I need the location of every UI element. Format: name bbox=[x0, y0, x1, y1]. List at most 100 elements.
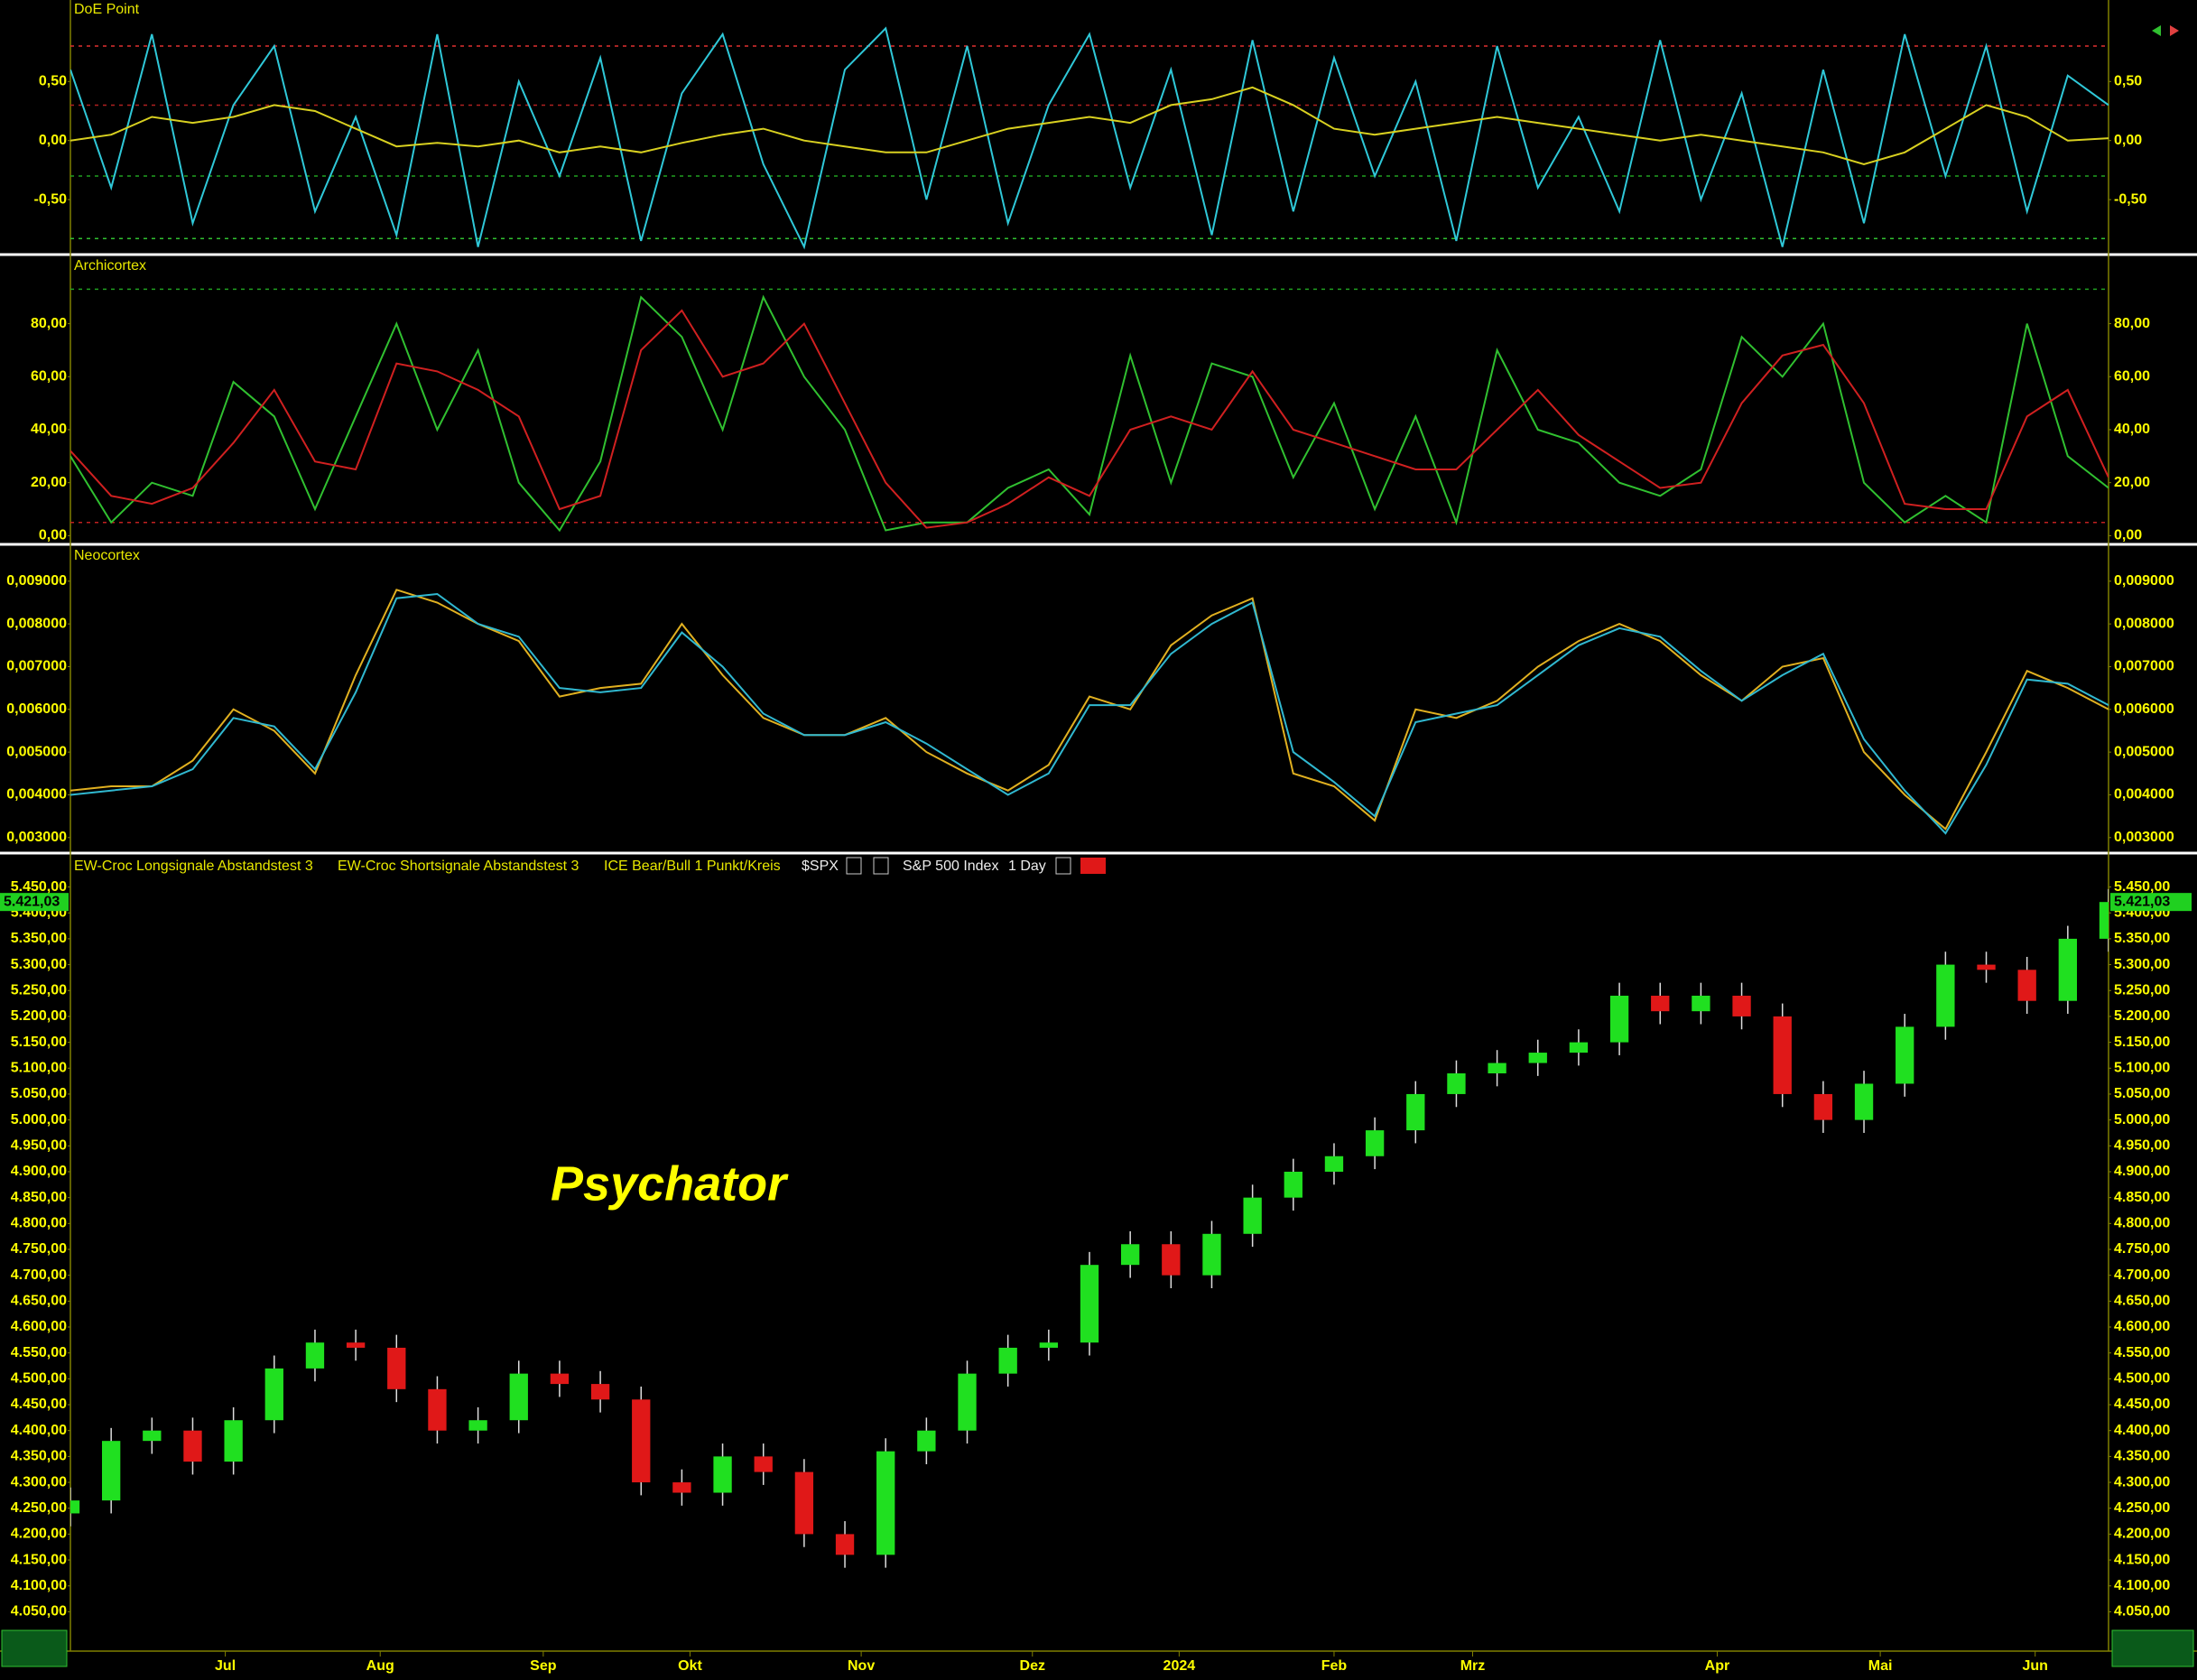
y-tick-label: 0,007000 bbox=[2114, 659, 2174, 674]
symbol: $SPX bbox=[802, 859, 839, 874]
y-tick-label: 4.150,00 bbox=[11, 1552, 67, 1567]
interval: 1 Day bbox=[1008, 859, 1046, 874]
x-tick-label: Apr bbox=[1705, 1658, 1730, 1674]
y-tick-label: -0,50 bbox=[2114, 191, 2147, 207]
series-line bbox=[70, 589, 2109, 831]
y-tick-label: 4.350,00 bbox=[11, 1449, 67, 1464]
y-tick-label: 0,50 bbox=[2114, 73, 2142, 88]
y-tick-label: 5.200,00 bbox=[2114, 1008, 2170, 1024]
y-tick-label: 5.100,00 bbox=[2114, 1060, 2170, 1075]
y-tick-label: 0,00 bbox=[2114, 528, 2142, 543]
y-tick-label: 0,50 bbox=[39, 73, 67, 88]
series-line bbox=[70, 309, 2109, 529]
candle-body bbox=[1243, 1197, 1262, 1234]
candle-body bbox=[387, 1347, 406, 1389]
y-tick-label: 4.900,00 bbox=[11, 1164, 67, 1179]
y-tick-label: 60,00 bbox=[2114, 368, 2150, 384]
y-tick-label: 5.050,00 bbox=[11, 1086, 67, 1101]
candle-body bbox=[998, 1347, 1017, 1374]
panel-plot bbox=[70, 888, 2109, 1568]
y-tick-label: 40,00 bbox=[2114, 422, 2150, 437]
dropdown[interactable] bbox=[846, 857, 862, 875]
y-tick-label: 60,00 bbox=[31, 368, 67, 384]
panel-title: Archicortex bbox=[74, 258, 146, 274]
y-tick-label: 4.950,00 bbox=[11, 1138, 67, 1154]
candle-body bbox=[1202, 1233, 1221, 1276]
series-line bbox=[70, 26, 2109, 250]
y-tick-label: 4.250,00 bbox=[2114, 1500, 2170, 1516]
candle-body bbox=[468, 1420, 487, 1431]
y-tick-label: 4.950,00 bbox=[2114, 1138, 2170, 1154]
candle-body bbox=[958, 1373, 977, 1431]
y-tick-label: 0,006000 bbox=[2114, 701, 2174, 717]
y-tick-label: 5.450,00 bbox=[2114, 879, 2170, 895]
watermark: Psychator bbox=[551, 1156, 789, 1211]
last-price-box bbox=[0, 893, 69, 912]
candle-body bbox=[672, 1482, 691, 1493]
y-tick-label: 5.000,00 bbox=[2114, 1112, 2170, 1128]
x-tick-label: Aug bbox=[366, 1658, 394, 1674]
y-tick-label: 4.100,00 bbox=[11, 1578, 67, 1593]
y-tick-label: 5.050,00 bbox=[2114, 1086, 2170, 1101]
candle-body bbox=[1528, 1053, 1547, 1063]
candle-body bbox=[835, 1534, 855, 1555]
candle-body bbox=[1977, 964, 1996, 970]
y-tick-label: 0,003000 bbox=[6, 830, 67, 845]
y-tick-label: 4.050,00 bbox=[2114, 1604, 2170, 1620]
dropdown[interactable] bbox=[873, 857, 889, 875]
alert-button[interactable] bbox=[1080, 858, 1106, 874]
x-tick-label: Mrz bbox=[1460, 1658, 1486, 1674]
y-tick-label: 4.300,00 bbox=[11, 1474, 67, 1490]
candle-body bbox=[1447, 1073, 1466, 1094]
candle-body bbox=[1488, 1063, 1506, 1074]
y-tick-label: 0,005000 bbox=[6, 744, 67, 759]
y-tick-label: 4.900,00 bbox=[2114, 1164, 2170, 1179]
y-tick-label: 5.100,00 bbox=[11, 1060, 67, 1075]
y-tick-label: 4.800,00 bbox=[2114, 1216, 2170, 1231]
candle-body bbox=[917, 1430, 936, 1452]
candle-body bbox=[1039, 1342, 1059, 1348]
x-tick-label: Jun bbox=[2022, 1658, 2047, 1674]
candle-body bbox=[590, 1384, 610, 1400]
y-tick-label: 0,008000 bbox=[6, 616, 67, 631]
y-tick-label: 5.200,00 bbox=[11, 1008, 67, 1024]
dropdown[interactable] bbox=[1055, 857, 1071, 875]
y-tick-label: 4.700,00 bbox=[2114, 1267, 2170, 1283]
y-tick-label: 0,009000 bbox=[6, 573, 67, 589]
candle-body bbox=[754, 1456, 773, 1472]
y-tick-label: 4.500,00 bbox=[2114, 1371, 2170, 1387]
panel-plot bbox=[70, 589, 2109, 835]
y-tick-label: 4.450,00 bbox=[2114, 1397, 2170, 1412]
candle-body bbox=[1569, 1042, 1589, 1053]
y-tick-label: 80,00 bbox=[31, 316, 67, 331]
volume-widget bbox=[2111, 1629, 2194, 1667]
description: S&P 500 Index bbox=[903, 859, 998, 874]
legend-item: EW-Croc Shortsignale Abstandstest 3 bbox=[338, 859, 579, 874]
candle-body bbox=[1773, 1016, 1792, 1094]
y-tick-label: 4.050,00 bbox=[11, 1604, 67, 1620]
candle-body bbox=[1365, 1130, 1385, 1156]
y-tick-label: 4.100,00 bbox=[2114, 1578, 2170, 1593]
candle-body bbox=[428, 1388, 447, 1431]
candle-body bbox=[876, 1451, 895, 1555]
y-tick-label: 4.450,00 bbox=[11, 1397, 67, 1412]
candle-body bbox=[1080, 1265, 1099, 1343]
y-tick-label: 4.850,00 bbox=[2114, 1190, 2170, 1205]
y-tick-label: 0,003000 bbox=[2114, 830, 2174, 845]
candle-body bbox=[346, 1342, 366, 1348]
x-tick-label: 2024 bbox=[1163, 1658, 1196, 1674]
candle-body bbox=[1324, 1156, 1344, 1172]
candle-body bbox=[1120, 1244, 1140, 1266]
candle-body bbox=[509, 1373, 528, 1421]
candle-body bbox=[632, 1399, 651, 1483]
x-tick-label: Jul bbox=[215, 1658, 236, 1674]
y-tick-label: 5.350,00 bbox=[11, 931, 67, 946]
y-tick-label: 4.750,00 bbox=[2114, 1241, 2170, 1257]
y-tick-label: 0,005000 bbox=[2114, 744, 2174, 759]
sync-icon[interactable] bbox=[2152, 25, 2179, 36]
candle-body bbox=[1284, 1171, 1302, 1198]
y-tick-label: 4.300,00 bbox=[2114, 1474, 2170, 1490]
candle-body bbox=[1854, 1083, 1874, 1120]
